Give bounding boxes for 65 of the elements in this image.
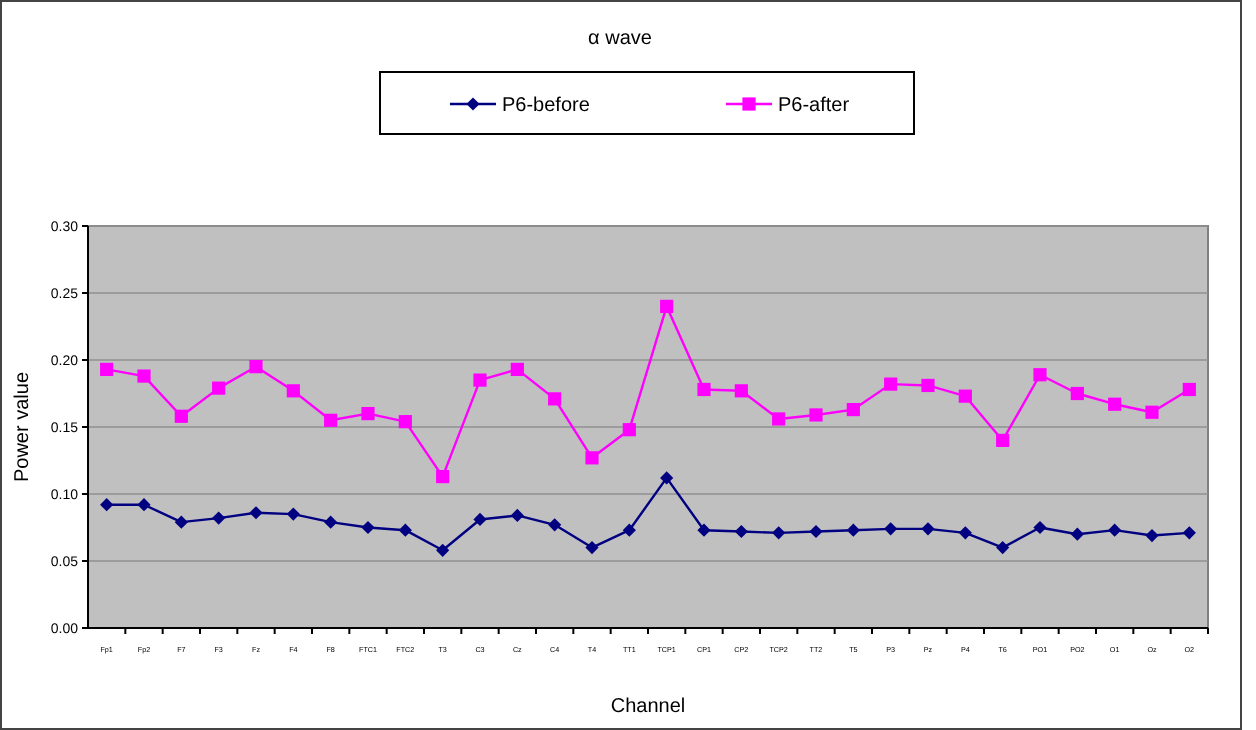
point <box>846 523 860 537</box>
point <box>1182 382 1196 397</box>
point <box>734 524 748 539</box>
point <box>585 541 599 555</box>
point <box>361 520 375 535</box>
point <box>1108 397 1122 411</box>
point <box>660 299 674 313</box>
point <box>174 409 188 423</box>
point <box>697 523 711 537</box>
point <box>622 523 636 537</box>
point <box>137 498 151 512</box>
point <box>436 469 450 484</box>
point <box>1108 523 1122 537</box>
point <box>996 541 1010 555</box>
point <box>137 369 151 383</box>
point <box>510 362 524 376</box>
legend-label: P6-after <box>778 95 851 117</box>
point <box>548 392 562 406</box>
point <box>473 373 487 387</box>
point <box>734 384 748 398</box>
x-axis-title: Channel <box>610 696 686 718</box>
point <box>398 415 412 429</box>
point <box>510 508 524 523</box>
point <box>100 498 114 512</box>
point <box>286 507 300 521</box>
point <box>361 407 375 421</box>
point <box>324 515 338 529</box>
point <box>286 384 300 398</box>
point <box>958 389 972 403</box>
point <box>212 381 226 395</box>
point <box>249 360 263 374</box>
point <box>1070 386 1084 401</box>
point <box>249 506 263 520</box>
point <box>473 512 487 527</box>
point <box>697 382 711 397</box>
point <box>1070 527 1084 541</box>
point <box>585 451 599 465</box>
point <box>622 423 636 437</box>
point <box>1182 526 1196 540</box>
point <box>809 524 823 539</box>
point <box>996 433 1010 447</box>
point <box>436 543 450 557</box>
point <box>809 408 823 422</box>
point <box>548 518 562 532</box>
point <box>398 523 412 537</box>
point <box>772 526 786 540</box>
point <box>174 515 188 529</box>
point <box>660 471 674 485</box>
point <box>846 402 860 417</box>
point <box>958 526 972 540</box>
point <box>921 522 935 536</box>
legend-label: P6-before <box>502 95 591 117</box>
point <box>1145 528 1159 543</box>
point <box>921 378 935 393</box>
chart-title: α wave <box>588 28 653 50</box>
y-axis-title: Power value <box>12 371 34 483</box>
point <box>1145 405 1159 419</box>
point <box>884 377 898 391</box>
point <box>772 412 786 426</box>
point <box>1033 520 1047 535</box>
point <box>884 522 898 536</box>
point <box>1033 368 1047 382</box>
point <box>100 362 114 376</box>
point <box>324 413 338 427</box>
point <box>212 511 226 525</box>
